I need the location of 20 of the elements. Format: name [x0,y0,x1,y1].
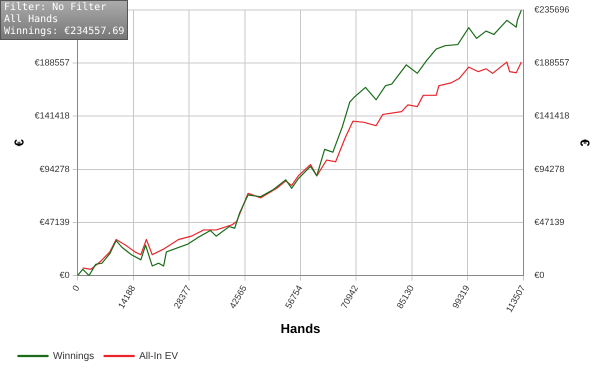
y2-axis-title: € [578,139,593,146]
y-tick-label: €188557 [34,58,70,68]
x-axis-title: Hands [280,320,320,336]
y-tick-label: €47139 [40,216,70,227]
y-tick-label: €0 [60,270,70,280]
annotation: Filter: No Filter [4,2,108,14]
y2-tick-label: €47139 [534,216,564,227]
y-axis-title: € [11,139,26,146]
legend-label: Winnings [53,350,94,362]
y2-tick-label: €94278 [534,164,564,174]
y2-tick-label: €235696 [534,4,570,14]
y2-tick-label: €0 [534,270,544,280]
x-tick-label: 0 [70,284,82,293]
y2-tick-label: €188557 [534,58,570,68]
annotation: Winnings: €234557.69 [4,26,124,38]
y2-tick-label: €141418 [534,110,570,121]
text: All Hands [4,14,60,26]
y-tick-label: €94278 [40,164,70,174]
legend-label: All-In EV [139,350,178,362]
y-tick-label: €141418 [34,110,70,121]
